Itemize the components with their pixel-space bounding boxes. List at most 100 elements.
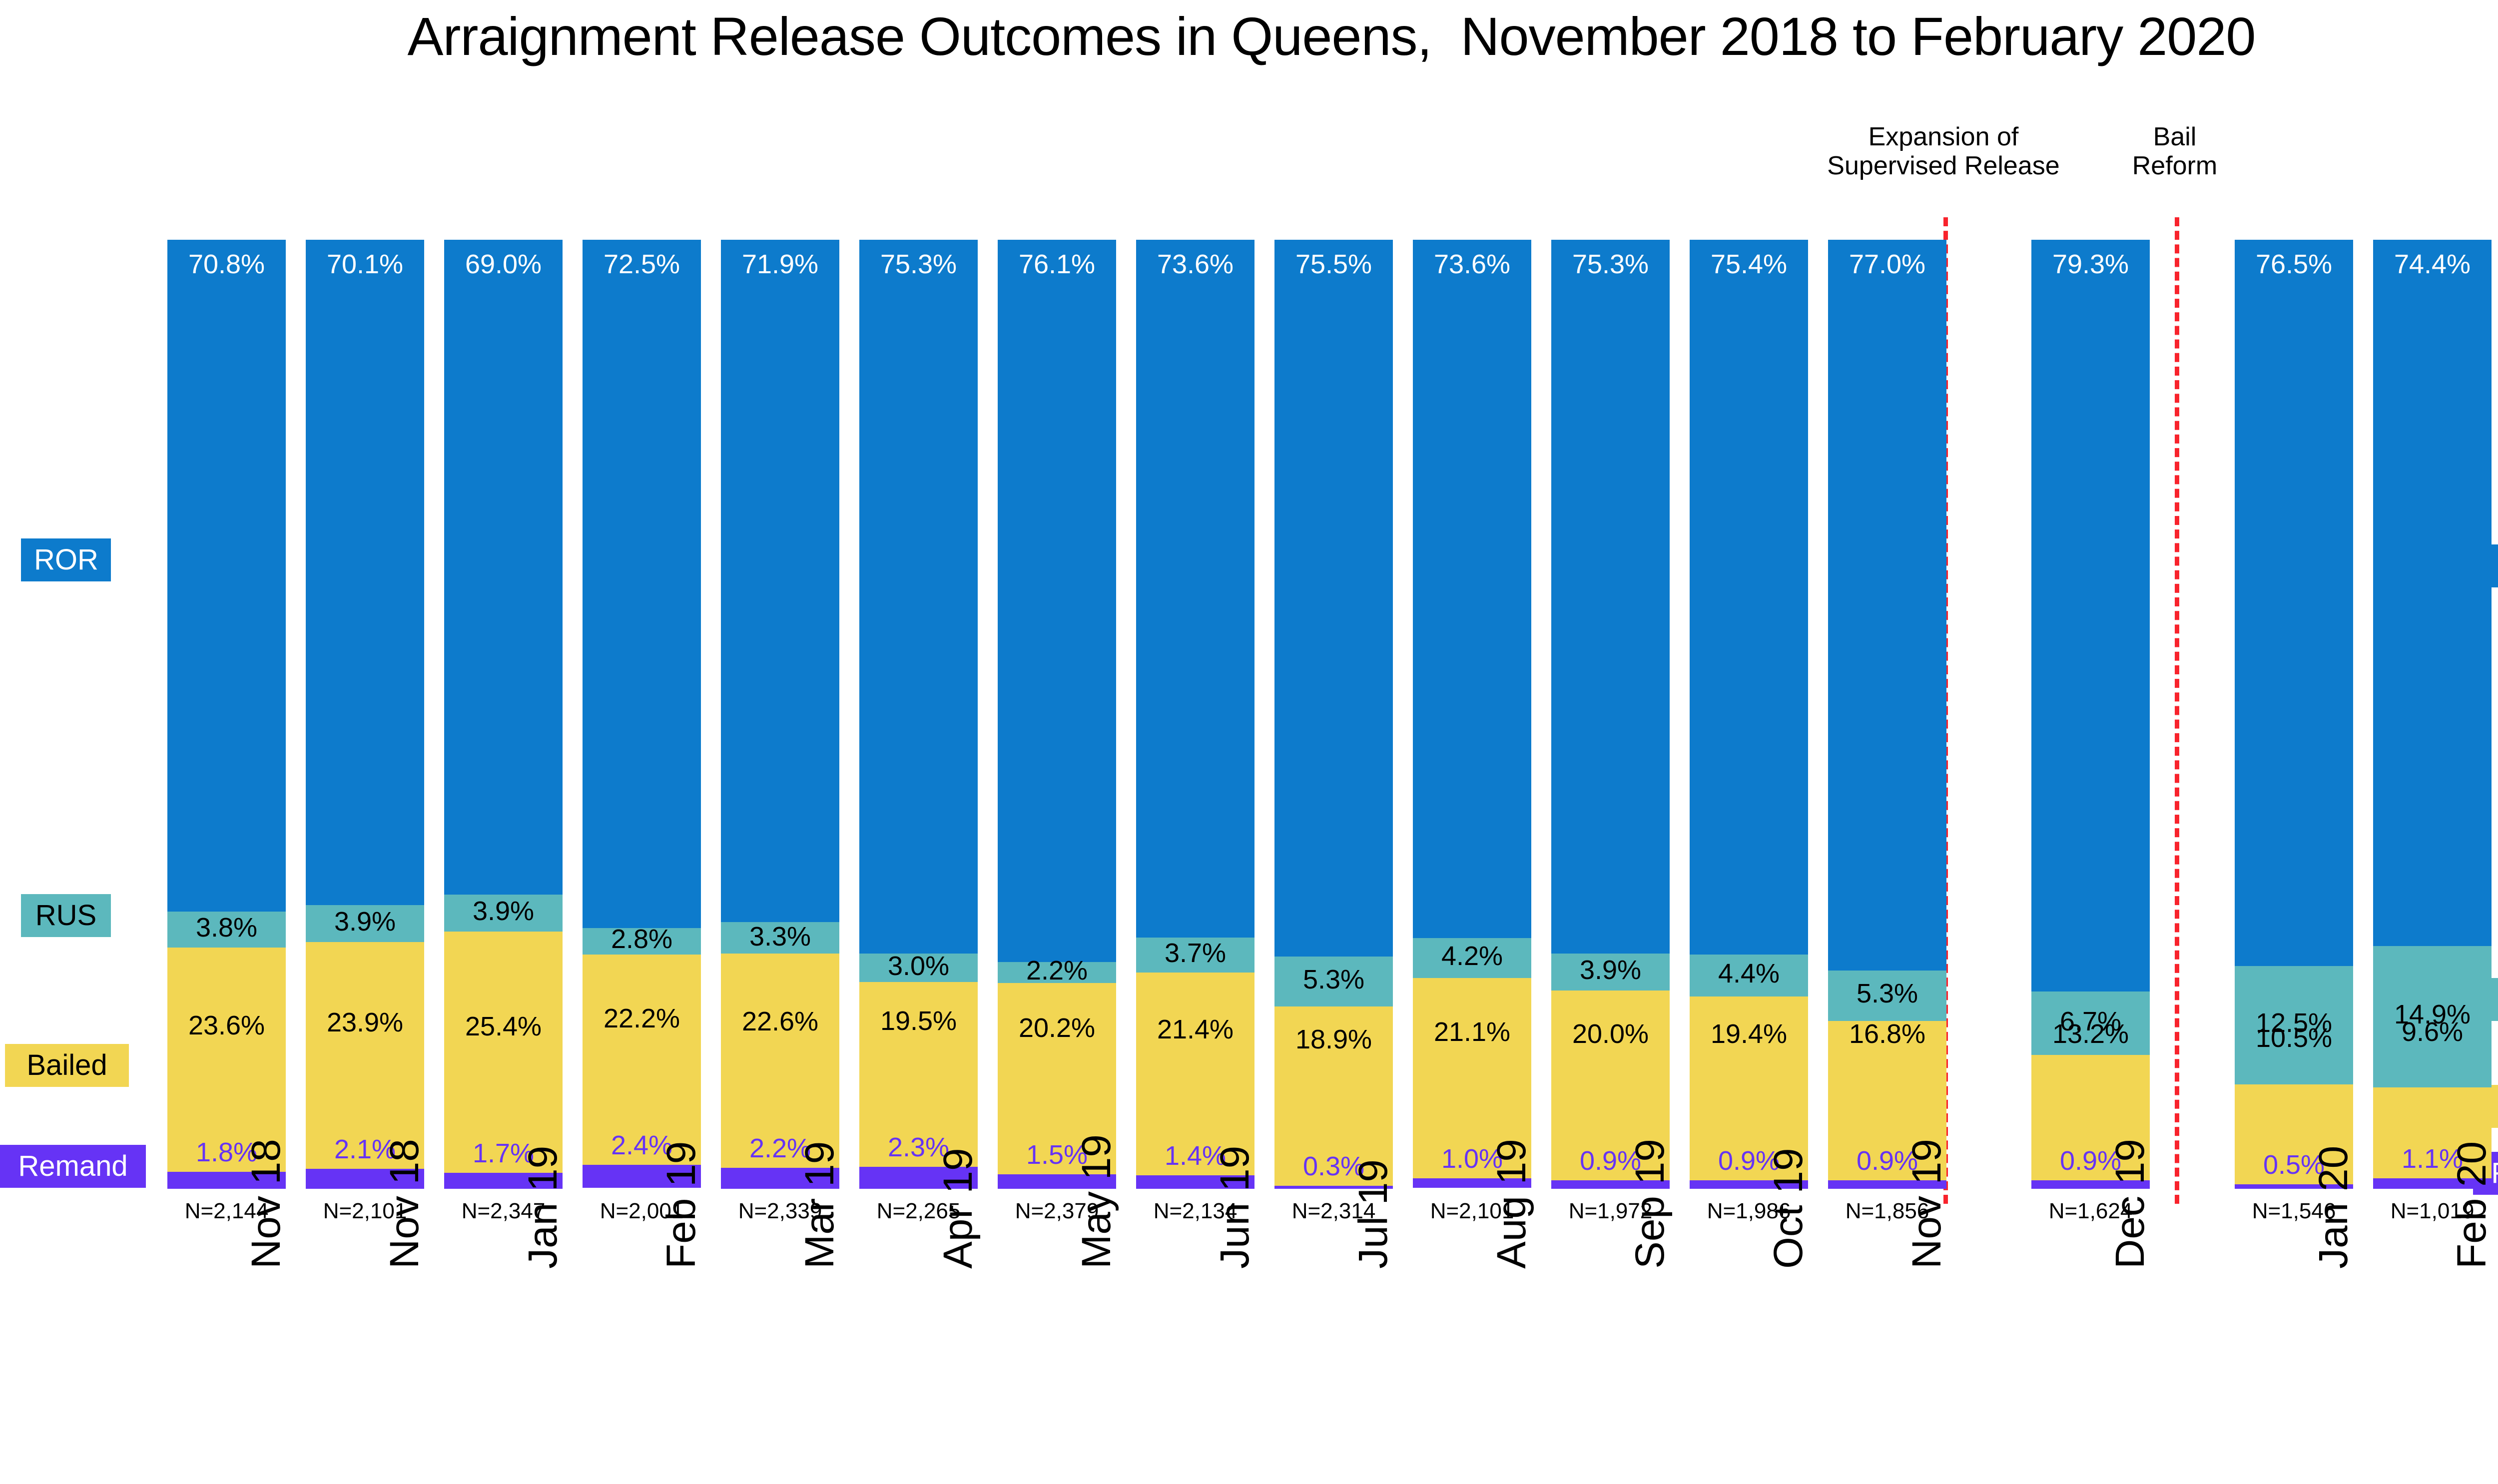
bar-column[interactable]: 70.8% 3.8% 23.6% 1.8% bbox=[167, 240, 286, 1189]
bar-segment-bailed[interactable]: 23.9% bbox=[306, 942, 424, 1169]
bar-segment-bailed[interactable]: 21.1% bbox=[1413, 978, 1531, 1179]
bar-column[interactable]: 76.1% 2.2% 20.2% 1.5% bbox=[998, 240, 1116, 1189]
bar-segment-remand[interactable]: 2.2% bbox=[721, 1135, 839, 1189]
bar-segment-ror[interactable]: 73.6% bbox=[1413, 240, 1531, 939]
bar-segment-bailed[interactable]: 22.6% bbox=[721, 953, 839, 1168]
bar-segment-remand[interactable]: 0.9% bbox=[1690, 1147, 1808, 1189]
bar-segment-remand[interactable]: 1.0% bbox=[1413, 1145, 1531, 1188]
bar-segment-rus[interactable]: 3.9% bbox=[1551, 954, 1670, 991]
bar-segment-rus[interactable]: 3.0% bbox=[859, 953, 978, 983]
bar-segment-remand[interactable]: 1.1% bbox=[2373, 1145, 2492, 1189]
stacked-bar[interactable]: 75.3% 3.0% 19.5% 2.3% bbox=[859, 240, 978, 1189]
bar-segment-bailed[interactable]: 16.8% bbox=[1828, 1020, 1946, 1180]
bar-column[interactable]: 77.0% 5.3% 16.8% 0.9% bbox=[1828, 240, 1946, 1189]
bar-column[interactable]: 75.5% 5.3% 18.9% 0.3% bbox=[1274, 240, 1393, 1189]
stacked-bar[interactable]: 76.5% 12.5% 10.5% 0.5% bbox=[2235, 240, 2353, 1189]
bar-segment-remand[interactable]: 2.3% bbox=[859, 1134, 978, 1189]
stacked-bar[interactable]: 72.5% 2.8% 22.2% 2.4% bbox=[583, 240, 701, 1189]
bar-segment-remand[interactable]: 1.4% bbox=[1136, 1142, 1254, 1189]
bar-segment-ror[interactable]: 74.4% bbox=[2373, 240, 2492, 946]
bar-segment-bailed[interactable]: 19.5% bbox=[859, 982, 978, 1167]
stacked-bar[interactable]: 73.6% 3.7% 21.4% 1.4% bbox=[1136, 240, 1254, 1189]
legend-left-remand[interactable]: Remand bbox=[0, 1145, 146, 1188]
bar-segment-bailed[interactable]: 20.0% bbox=[1551, 990, 1670, 1180]
bar-segment-rus[interactable]: 5.3% bbox=[1828, 971, 1946, 1021]
bar-column[interactable]: 75.3% 3.0% 19.5% 2.3% bbox=[859, 240, 978, 1189]
bar-segment-rus[interactable]: 4.2% bbox=[1413, 938, 1531, 979]
bar-segment-ror[interactable]: 69.0% bbox=[444, 240, 563, 895]
bar-segment-ror[interactable]: 75.3% bbox=[859, 240, 978, 954]
bar-segment-ror[interactable]: 73.6% bbox=[1136, 240, 1254, 938]
bar-column[interactable]: 76.5% 12.5% 10.5% 0.5% bbox=[2235, 240, 2353, 1189]
bar-column[interactable]: 74.4% 14.9% 9.6% 1.1% bbox=[2373, 240, 2492, 1189]
bar-column[interactable]: 75.4% 4.4% 19.4% 0.9% bbox=[1690, 240, 1808, 1189]
bar-segment-rus[interactable]: 3.9% bbox=[306, 905, 424, 942]
bar-segment-ror[interactable]: 75.4% bbox=[1690, 240, 1808, 955]
bar-segment-ror[interactable]: 70.8% bbox=[167, 240, 286, 912]
bar-segment-ror[interactable]: 70.1% bbox=[306, 240, 424, 905]
bar-segment-bailed[interactable]: 13.2% bbox=[2031, 1020, 2150, 1180]
bar-segment-bailed[interactable]: 21.4% bbox=[1136, 973, 1254, 1176]
bar-segment-rus[interactable]: 2.8% bbox=[583, 926, 701, 955]
bar-segment-rus[interactable]: 12.5% bbox=[2235, 966, 2353, 1084]
bar-column[interactable]: 73.6% 3.7% 21.4% 1.4% bbox=[1136, 240, 1254, 1189]
bar-segment-remand[interactable]: 0.5% bbox=[2235, 1151, 2353, 1189]
bar-column[interactable]: 75.3% 3.9% 20.0% 0.9% bbox=[1551, 240, 1670, 1189]
bar-segment-ror[interactable]: 71.9% bbox=[721, 240, 839, 923]
bar-segment-ror[interactable]: 76.1% bbox=[998, 240, 1116, 962]
bar-column[interactable]: 71.9% 3.3% 22.6% 2.2% bbox=[721, 240, 839, 1189]
bar-segment-remand[interactable]: 2.4% bbox=[583, 1132, 701, 1188]
stacked-bar[interactable]: 69.0% 3.9% 25.4% 1.7% bbox=[444, 240, 563, 1189]
legend-left-rus[interactable]: RUS bbox=[21, 894, 111, 937]
bar-segment-remand[interactable]: 2.1% bbox=[306, 1136, 424, 1189]
bar-segment-rus[interactable]: 3.7% bbox=[1136, 938, 1254, 973]
bar-segment-ror[interactable]: 79.3% bbox=[2031, 240, 2150, 992]
bar-segment-rus[interactable]: 3.8% bbox=[167, 912, 286, 948]
bar-segment-bailed[interactable]: 23.6% bbox=[167, 948, 286, 1172]
bar-segment-bailed[interactable]: 19.4% bbox=[1690, 996, 1808, 1180]
bar-segment-ror[interactable]: 77.0% bbox=[1828, 240, 1946, 971]
bar-segment-rus[interactable]: 2.2% bbox=[998, 957, 1116, 984]
stacked-bar[interactable]: 75.4% 4.4% 19.4% 0.9% bbox=[1690, 240, 1808, 1189]
bar-segment-bailed[interactable]: 9.6% bbox=[2373, 1018, 2492, 1179]
stacked-bar[interactable]: 74.4% 14.9% 9.6% 1.1% bbox=[2373, 240, 2492, 1189]
legend-left-bailed[interactable]: Bailed bbox=[5, 1044, 129, 1087]
bar-segment-rus[interactable]: 14.9% bbox=[2373, 946, 2492, 1087]
stacked-bar[interactable]: 71.9% 3.3% 22.6% 2.2% bbox=[721, 240, 839, 1189]
bar-segment-rus[interactable]: 5.3% bbox=[1274, 956, 1393, 1007]
bar-segment-remand[interactable]: 1.5% bbox=[998, 1141, 1116, 1189]
bar-column[interactable]: 70.1% 3.9% 23.9% 2.1% bbox=[306, 240, 424, 1189]
bar-segment-remand[interactable]: 0.9% bbox=[1828, 1147, 1946, 1189]
stacked-bar[interactable]: 75.3% 3.9% 20.0% 0.9% bbox=[1551, 240, 1670, 1189]
bar-segment-bailed[interactable]: 18.9% bbox=[1274, 1006, 1393, 1186]
bar-segment-remand[interactable]: 1.7% bbox=[444, 1140, 563, 1189]
bar-segment-remand[interactable]: 0.9% bbox=[2031, 1147, 2150, 1189]
bar-segment-remand[interactable]: 1.8% bbox=[167, 1139, 286, 1189]
bar-segment-bailed[interactable]: 25.4% bbox=[444, 932, 563, 1173]
bar-column[interactable]: 79.3% 6.7% 13.2% 0.9% bbox=[2031, 240, 2150, 1189]
bar-segment-ror[interactable]: 75.5% bbox=[1274, 240, 1393, 957]
bar-segment-rus[interactable]: 4.4% bbox=[1690, 955, 1808, 996]
bar-segment-remand[interactable]: 0.3% bbox=[1274, 1153, 1393, 1189]
stacked-bar[interactable]: 77.0% 5.3% 16.8% 0.9% bbox=[1828, 240, 1946, 1189]
bar-segment-rus[interactable]: 6.7% bbox=[2031, 991, 2150, 1055]
bar-segment-ror[interactable]: 72.5% bbox=[583, 240, 701, 928]
bar-segment-ror[interactable]: 75.3% bbox=[1551, 240, 1670, 954]
bar-segment-bailed[interactable]: 22.2% bbox=[583, 954, 701, 1165]
bar-segment-rus[interactable]: 3.3% bbox=[721, 922, 839, 954]
stacked-bar[interactable]: 73.6% 4.2% 21.1% 1.0% bbox=[1413, 240, 1531, 1189]
bar-column[interactable]: 73.6% 4.2% 21.1% 1.0% bbox=[1413, 240, 1531, 1189]
bar-segment-rus[interactable]: 3.9% bbox=[444, 895, 563, 932]
bar-column[interactable]: 72.5% 2.8% 22.2% 2.4% bbox=[583, 240, 701, 1189]
stacked-bar[interactable]: 79.3% 6.7% 13.2% 0.9% bbox=[2031, 240, 2150, 1189]
stacked-bar[interactable]: 75.5% 5.3% 18.9% 0.3% bbox=[1274, 240, 1393, 1189]
bar-segment-ror[interactable]: 76.5% bbox=[2235, 240, 2353, 966]
legend-left-ror[interactable]: ROR bbox=[21, 538, 111, 581]
bar-segment-bailed[interactable]: 10.5% bbox=[2235, 1024, 2353, 1184]
stacked-bar[interactable]: 70.1% 3.9% 23.9% 2.1% bbox=[306, 240, 424, 1189]
bar-column[interactable]: 69.0% 3.9% 25.4% 1.7% bbox=[444, 240, 563, 1189]
stacked-bar[interactable]: 70.8% 3.8% 23.6% 1.8% bbox=[167, 240, 286, 1189]
stacked-bar[interactable]: 76.1% 2.2% 20.2% 1.5% bbox=[998, 240, 1116, 1189]
bar-segment-bailed[interactable]: 20.2% bbox=[998, 983, 1116, 1175]
bar-segment-remand[interactable]: 0.9% bbox=[1551, 1147, 1670, 1189]
